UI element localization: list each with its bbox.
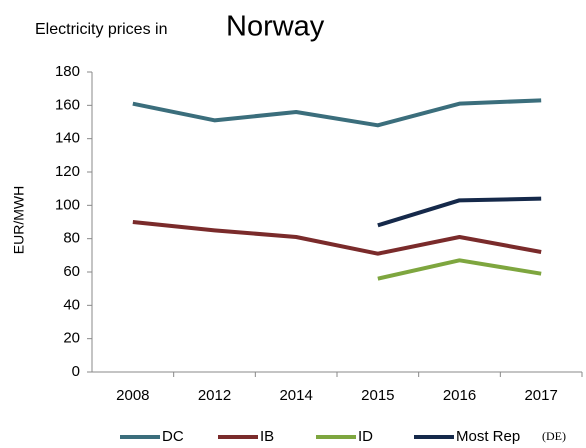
y-axis-label: EUR/MWH xyxy=(11,186,27,254)
x-tick-label: 2012 xyxy=(198,387,231,404)
y-tick-label: 60 xyxy=(63,263,80,280)
chart-subtitle: Norway xyxy=(226,11,325,43)
x-tick-label: 2016 xyxy=(443,387,476,404)
y-tick-label: 140 xyxy=(55,130,80,147)
legend-note: (DE) xyxy=(542,429,566,443)
y-tick-label: 160 xyxy=(55,96,80,113)
line-series xyxy=(377,258,542,281)
y-tick-label: 80 xyxy=(63,230,80,247)
line-series xyxy=(132,98,542,128)
chart-title: Electricity prices in xyxy=(35,21,167,38)
y-tick-label: 20 xyxy=(63,330,80,347)
line-series xyxy=(377,196,542,228)
y-tick-label: 120 xyxy=(55,163,80,180)
legend-label: ID xyxy=(358,428,373,445)
x-tick-label: 2008 xyxy=(116,387,149,404)
legend-label: Most Rep xyxy=(456,428,520,445)
x-tick-label: 2014 xyxy=(279,387,312,404)
x-tick-label: 2015 xyxy=(361,387,394,404)
y-tick-label: 100 xyxy=(55,196,80,213)
legend-label: IB xyxy=(260,428,274,445)
x-tick-label: 2017 xyxy=(524,387,557,404)
line-series xyxy=(132,220,542,256)
y-tick-label: 0 xyxy=(72,363,80,380)
legend-label: DC xyxy=(162,428,184,445)
y-tick-label: 180 xyxy=(55,63,80,80)
y-tick-label: 40 xyxy=(63,296,80,313)
